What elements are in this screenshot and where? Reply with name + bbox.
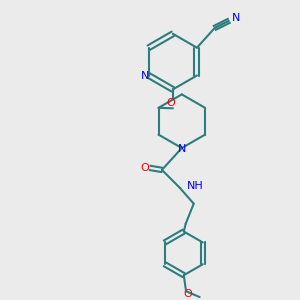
- Text: N: N: [178, 144, 186, 154]
- Text: O: O: [183, 289, 192, 299]
- Text: O: O: [141, 163, 149, 173]
- Text: NH: NH: [187, 181, 203, 191]
- Text: N: N: [141, 70, 149, 80]
- Text: N: N: [232, 13, 240, 23]
- Text: O: O: [167, 98, 175, 108]
